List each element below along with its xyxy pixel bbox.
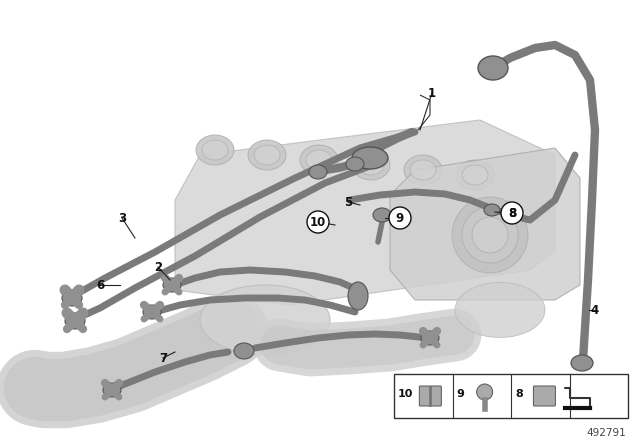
Polygon shape <box>175 120 555 305</box>
Ellipse shape <box>455 283 545 337</box>
Text: 9: 9 <box>396 211 404 224</box>
Bar <box>394 374 628 418</box>
FancyBboxPatch shape <box>419 386 442 406</box>
Circle shape <box>389 207 411 229</box>
Circle shape <box>477 384 493 400</box>
Ellipse shape <box>462 165 488 185</box>
Circle shape <box>472 217 508 253</box>
Ellipse shape <box>484 204 500 216</box>
Ellipse shape <box>103 383 121 397</box>
Ellipse shape <box>254 145 280 165</box>
Ellipse shape <box>65 313 85 329</box>
Circle shape <box>501 202 523 224</box>
Ellipse shape <box>300 145 338 175</box>
Text: 1: 1 <box>428 86 436 99</box>
Text: 7: 7 <box>159 352 167 365</box>
Ellipse shape <box>352 147 388 169</box>
Ellipse shape <box>571 355 593 371</box>
Ellipse shape <box>306 150 332 170</box>
Ellipse shape <box>309 165 327 179</box>
Text: 2: 2 <box>154 260 162 273</box>
Text: 8: 8 <box>508 207 516 220</box>
Text: 8: 8 <box>508 207 516 220</box>
Ellipse shape <box>248 140 286 170</box>
Ellipse shape <box>163 278 181 292</box>
FancyBboxPatch shape <box>533 386 556 406</box>
Text: 492791: 492791 <box>586 428 626 438</box>
Ellipse shape <box>358 155 384 175</box>
Ellipse shape <box>404 155 442 185</box>
Ellipse shape <box>62 290 82 306</box>
Text: 10: 10 <box>310 215 326 228</box>
Ellipse shape <box>456 160 494 190</box>
Ellipse shape <box>410 160 436 180</box>
Text: 10: 10 <box>398 389 413 399</box>
Ellipse shape <box>196 135 234 165</box>
Ellipse shape <box>478 56 508 80</box>
Text: 6: 6 <box>96 279 104 292</box>
Ellipse shape <box>346 157 364 171</box>
Circle shape <box>307 211 329 233</box>
Ellipse shape <box>143 305 161 319</box>
Text: 8: 8 <box>515 389 523 399</box>
Circle shape <box>462 207 518 263</box>
Polygon shape <box>390 148 580 300</box>
Ellipse shape <box>373 208 391 222</box>
Circle shape <box>452 197 528 273</box>
Ellipse shape <box>352 150 390 180</box>
Text: 3: 3 <box>118 211 126 224</box>
Text: 9: 9 <box>456 389 465 399</box>
Ellipse shape <box>421 331 439 345</box>
Text: 5: 5 <box>344 195 352 208</box>
Ellipse shape <box>234 343 254 359</box>
Ellipse shape <box>200 285 330 355</box>
Ellipse shape <box>202 140 228 160</box>
Ellipse shape <box>348 282 368 310</box>
Text: 4: 4 <box>591 303 599 316</box>
